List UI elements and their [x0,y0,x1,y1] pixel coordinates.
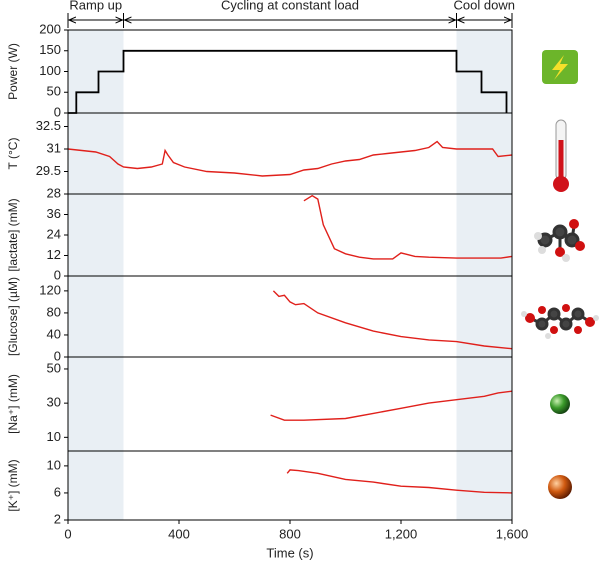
x-tick-label: 0 [64,526,71,541]
y-tick-label: 30 [47,395,61,410]
data-line [272,290,513,350]
data-line [67,140,513,177]
y-tick-label: 32.5 [36,118,61,133]
data-line [286,469,513,494]
x-tick-label: 800 [279,526,301,541]
y-tick-label: 29.5 [36,163,61,178]
potassium-icon [548,475,572,499]
lactate-molecule [534,219,585,262]
y-tick-label: 0 [54,104,61,119]
y-axis-label: [K⁺] (mM) [6,459,20,511]
data-line [303,194,513,260]
phase-label: Cycling at constant load [221,0,359,12]
y-tick-label: 10 [47,457,61,472]
y-tick-label: 120 [39,282,61,297]
y-tick-label: 40 [47,326,61,341]
y-tick-label: 31 [47,140,61,155]
y-tick-label: 50 [47,360,61,375]
data-line [270,390,513,421]
phase-shade [68,30,124,520]
phase-label: Cool down [454,0,515,12]
plot-frame [67,29,513,521]
y-tick-label: 24 [47,226,61,241]
x-tick-label: 400 [168,526,190,541]
y-axis-label: T (°C) [6,138,20,170]
y-tick-label: 80 [47,304,61,319]
sodium-icon [550,394,570,414]
background [68,30,512,520]
y-axis-label: [Na⁺] (mM) [6,374,20,434]
y-tick-label: 0 [54,348,61,363]
y-tick-label: 150 [39,42,61,57]
glucose-molecule [521,304,599,339]
icons [521,50,599,499]
x-tick-label: 1,200 [385,526,418,541]
y-tick-label: 200 [39,21,61,36]
phase-shade [456,30,512,520]
thermometer-bulb [553,176,569,192]
thermometer-fill [558,140,564,182]
phase-label: Ramp up [69,0,122,12]
y-tick-label: 10 [47,429,61,444]
y-axis-label: Power (W) [6,43,20,100]
y-tick-label: 100 [39,63,61,78]
y-tick-label: 12 [47,247,61,262]
y-tick-label: 6 [54,484,61,499]
y-axis-label: [Glucose] (µM) [6,277,20,356]
y-tick-label: 50 [47,84,61,99]
y-tick-label: 36 [47,206,61,221]
x-axis-label: Time (s) [266,545,313,560]
bolt [552,55,568,80]
data-line [68,49,508,114]
y-axis-label: [lactate] (mM) [6,198,20,271]
y-tick-label: 28 [47,185,61,200]
y-tick-label: 2 [54,511,61,526]
y-tick-label: 0 [54,267,61,282]
x-tick-label: 1,600 [496,526,529,541]
